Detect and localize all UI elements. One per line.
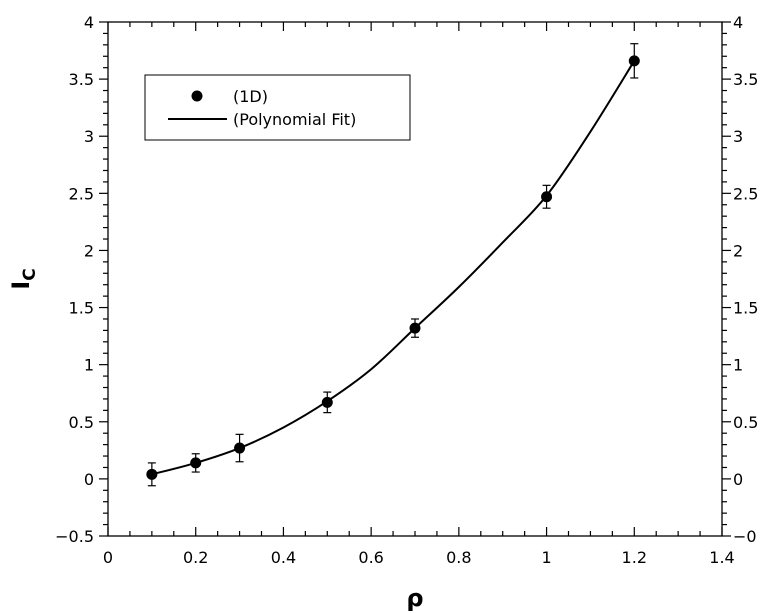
y-tick-label: 2.5 [69,184,94,203]
y-right-tick-label: −0 [733,527,757,546]
y-tick-label: 3 [84,127,94,146]
y-tick-label: 4 [84,13,94,32]
x-tick-label: 1 [541,548,551,567]
data-point [541,191,553,203]
x-tick-label: 0.6 [358,548,383,567]
y-tick-label: 0.5 [69,413,94,432]
y-right-tick-label: 3 [733,127,743,146]
y-tick-label: 2 [84,241,94,260]
data-series [146,43,640,487]
data-point [409,322,421,334]
y-tick-labels: −0.5 0 0.5 1 1.5 2 2.5 3 3.5 4 [55,13,94,546]
data-point [234,442,246,454]
data-point [146,468,158,480]
y-right-tick-label: 0 [733,470,743,489]
y-axis-title-main: I [7,281,35,290]
x-tick-label: 1.2 [622,548,647,567]
y-axis-title: IC [7,268,40,289]
y-right-tick-label: 4 [733,13,743,32]
y-tick-label: 0 [84,470,94,489]
x-axis-title: ρ [406,584,423,612]
legend-box [144,74,411,141]
legend-label-points: (1D) [233,87,268,106]
data-point [190,457,202,469]
y-tick-label: 3.5 [69,70,94,89]
axis-ticks [99,21,731,537]
y-right-tick-label: 3.5 [733,70,758,89]
y-right-tick-label: 0.5 [733,413,758,432]
legend-label-fit: (Polynomial Fit) [233,110,356,129]
svg-text:IC: IC [7,268,40,289]
y-tick-label: 1 [84,356,94,375]
y-tick-label: −0.5 [55,527,94,546]
x-tick-labels: 0 0.2 0.4 0.6 0.8 1 1.2 1.4 [103,548,735,567]
y-axis-title-sub: C [20,268,40,280]
x-tick-label: 0 [103,548,113,567]
x-tick-label: 0.4 [271,548,296,567]
y-right-tick-label: 2 [733,241,743,260]
x-tick-label: 0.2 [183,548,208,567]
y-tick-label: 1.5 [69,299,94,318]
legend-marker-points [191,90,203,102]
legend: (1D) (Polynomial Fit) [144,74,411,141]
y-right-tick-label: 2.5 [733,184,758,203]
data-point [628,55,640,67]
y-right-tick-labels: −0 0 0.5 1 1.5 2 2.5 3 3.5 4 [733,13,758,546]
x-tick-label: 1.4 [709,548,734,567]
y-right-tick-label: 1.5 [733,299,758,318]
y-right-tick-label: 1 [733,356,743,375]
data-point [321,396,333,408]
x-tick-label: 0.8 [446,548,471,567]
